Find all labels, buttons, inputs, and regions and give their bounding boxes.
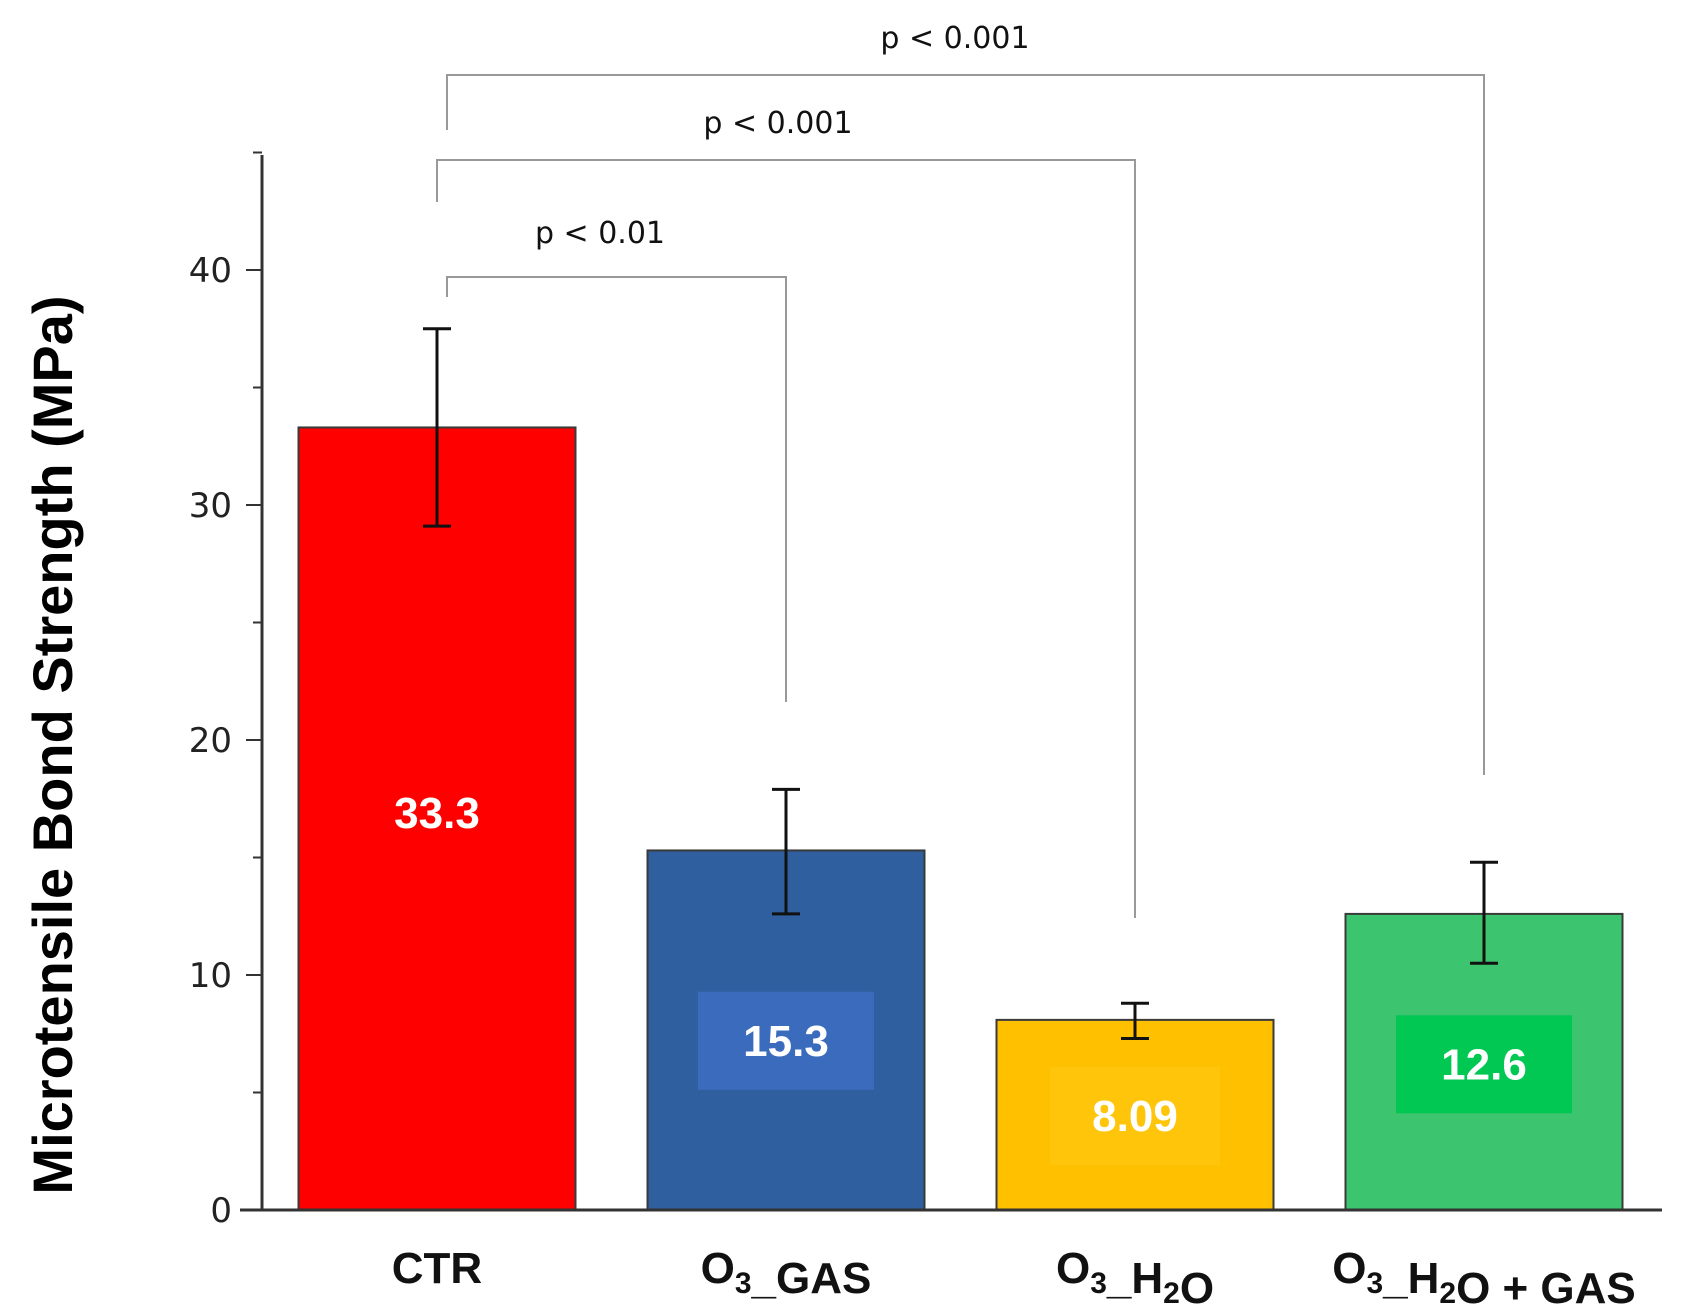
y-tick-label: 30 — [189, 486, 232, 526]
significance-label: p < 0.001 — [703, 106, 852, 141]
y-tick-label: 40 — [189, 251, 232, 291]
y-ticks: 0 10 20 30 40 — [189, 151, 262, 1231]
bar — [297, 426, 577, 1211]
axes — [240, 155, 1662, 1212]
y-axis-title: Microtensile Bond Strength (MPa) — [21, 295, 84, 1194]
value-labels-group: 33.3 15.3 8.09 12.6 — [394, 789, 1572, 1165]
x-category-label: CTR — [392, 1244, 482, 1293]
x-category-label: O3_GAS — [701, 1244, 872, 1303]
significance-bracket — [436, 159, 1136, 918]
value-label-box — [1396, 1015, 1572, 1114]
value-label: 8.09 — [1092, 1092, 1178, 1141]
value-label-box — [1050, 1067, 1220, 1165]
value-label-box — [698, 991, 874, 1090]
significance-label: p < 0.01 — [535, 216, 665, 251]
significance-bracket — [446, 276, 787, 702]
y-tick-label: 20 — [189, 721, 232, 761]
significance-bracket — [446, 74, 1485, 775]
y-tick-label: 10 — [189, 956, 232, 996]
value-label: 15.3 — [743, 1017, 829, 1066]
x-category-labels: CTR O3_GAS O3_H2O O3_H2O + GAS — [392, 1244, 1636, 1312]
significance-brackets: p < 0.01 p < 0.001 p < 0.001 — [436, 21, 1485, 918]
x-category-label: O3_H2O + GAS — [1332, 1244, 1636, 1312]
y-tick-label: 0 — [210, 1191, 232, 1231]
error-bars-group — [423, 327, 1498, 1040]
value-label: 12.6 — [1441, 1040, 1527, 1089]
value-label: 33.3 — [394, 789, 480, 838]
significance-label: p < 0.001 — [880, 21, 1029, 56]
x-category-label: O3_H2O — [1056, 1244, 1214, 1312]
